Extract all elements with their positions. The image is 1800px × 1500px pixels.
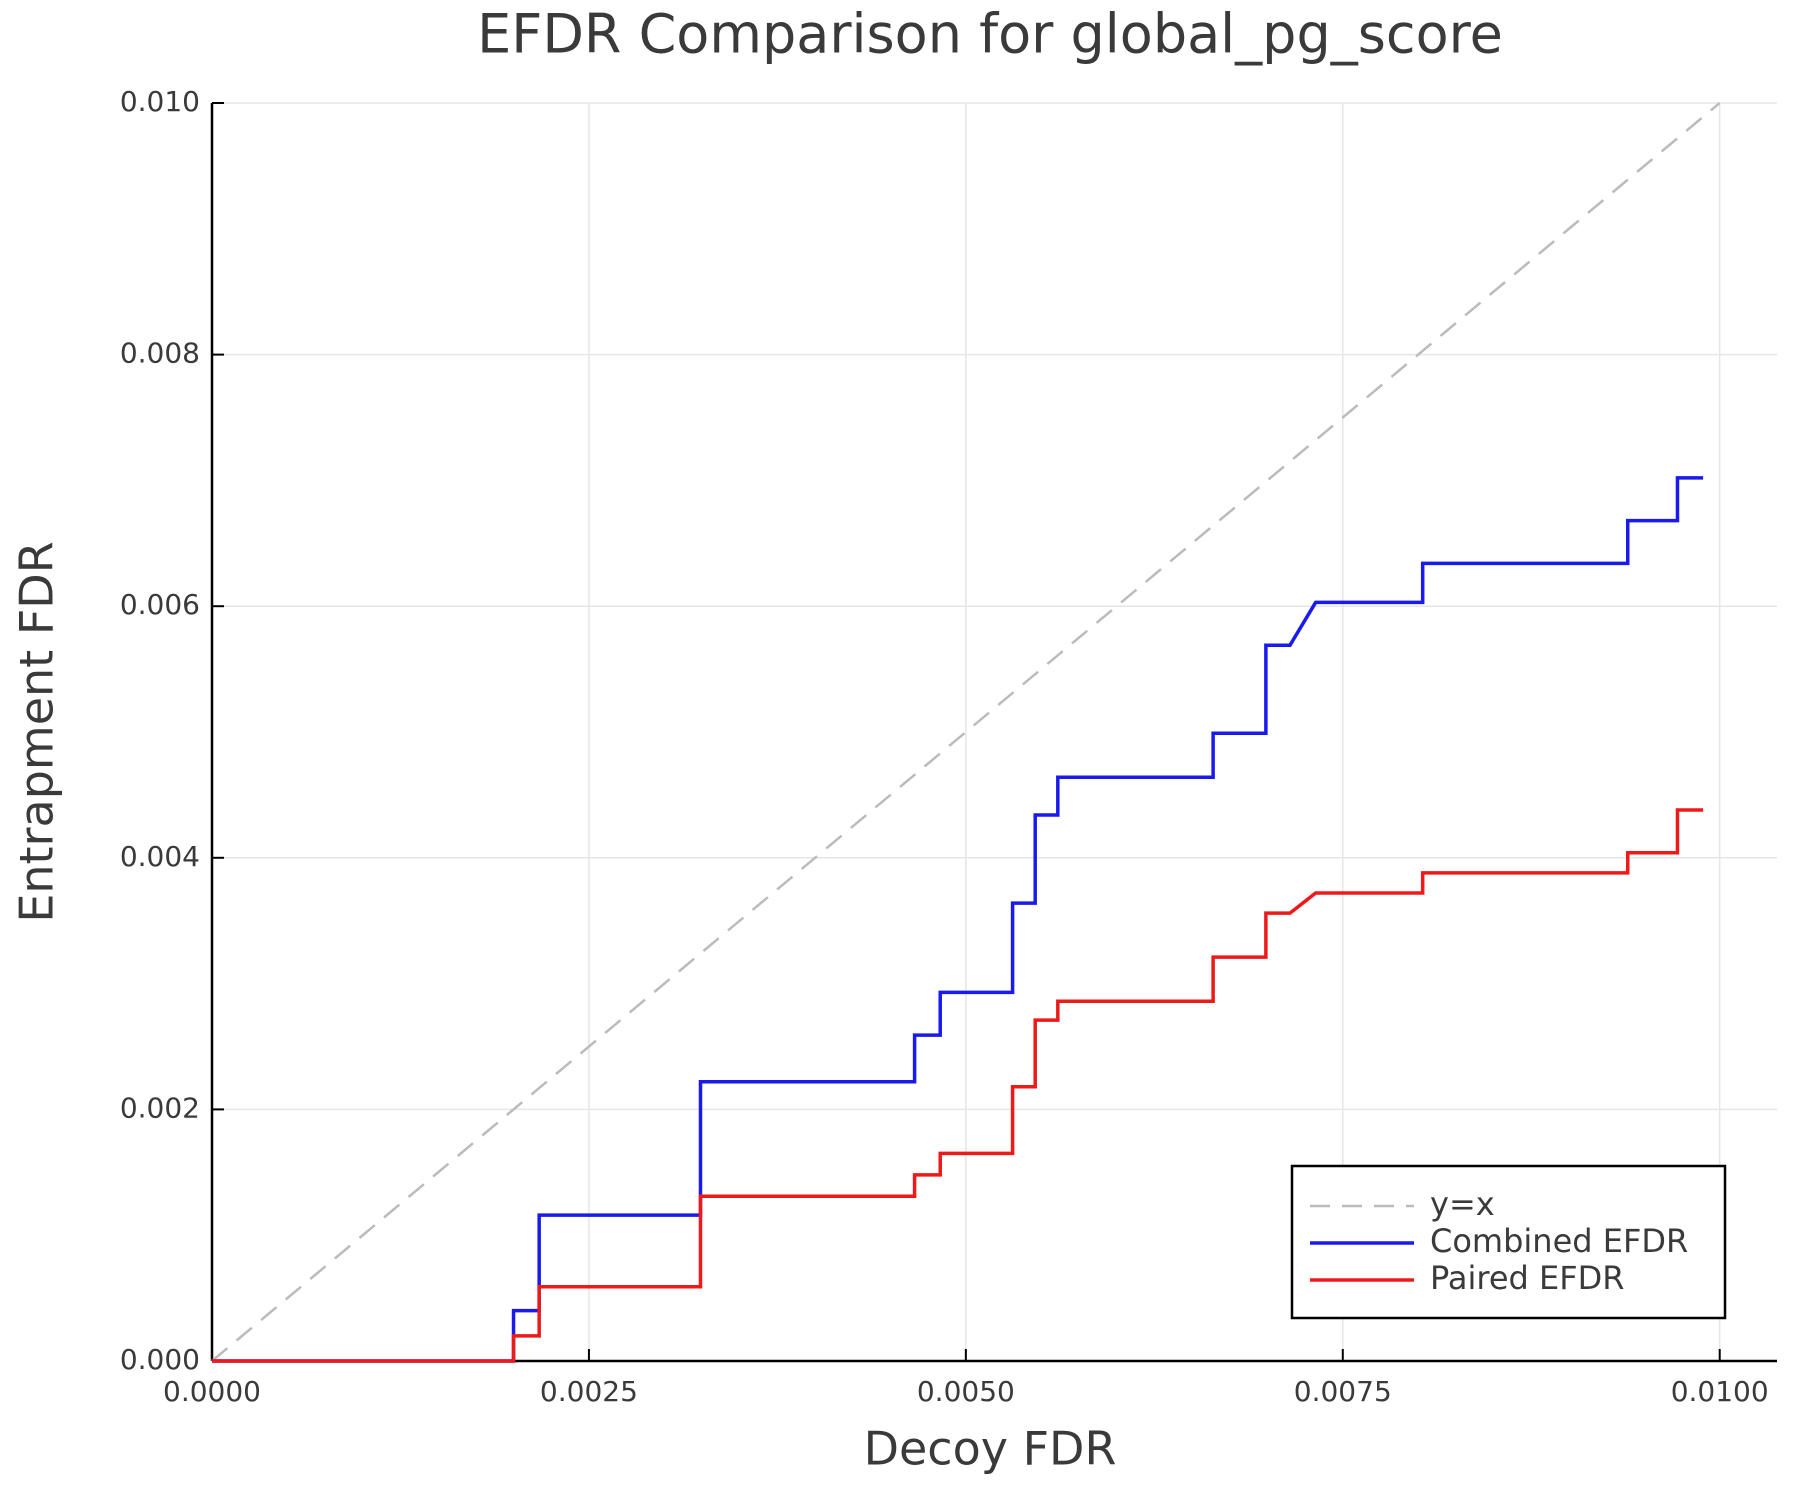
x-tick-label: 0.0100 (1671, 1375, 1769, 1408)
x-tick-label: 0.0075 (1294, 1375, 1392, 1408)
x-axis-label: Decoy FDR (864, 1422, 1117, 1476)
series-line (212, 808, 1704, 1363)
y-tick-label: 0.006 (120, 588, 200, 621)
y-axis-label: Entrapment FDR (10, 541, 64, 922)
legend-label: Combined EFDR (1430, 1222, 1688, 1260)
y-tick-label: 0.010 (120, 85, 200, 118)
y-tick-label: 0.000 (120, 1343, 200, 1376)
series-line (212, 476, 1704, 1363)
x-tick-label: 0.0000 (163, 1375, 261, 1408)
series-line (211, 102, 1721, 1362)
chart-title: EFDR Comparison for global_pg_score (477, 3, 1503, 66)
legend-label: Paired EFDR (1430, 1259, 1624, 1297)
x-tick-label: 0.0050 (917, 1375, 1015, 1408)
y-tick-label: 0.004 (120, 840, 200, 873)
x-tick-label: 0.0025 (540, 1375, 638, 1408)
y-tick-label: 0.002 (120, 1091, 200, 1124)
legend-label: y=x (1430, 1185, 1495, 1223)
y-tick-label: 0.008 (120, 337, 200, 370)
